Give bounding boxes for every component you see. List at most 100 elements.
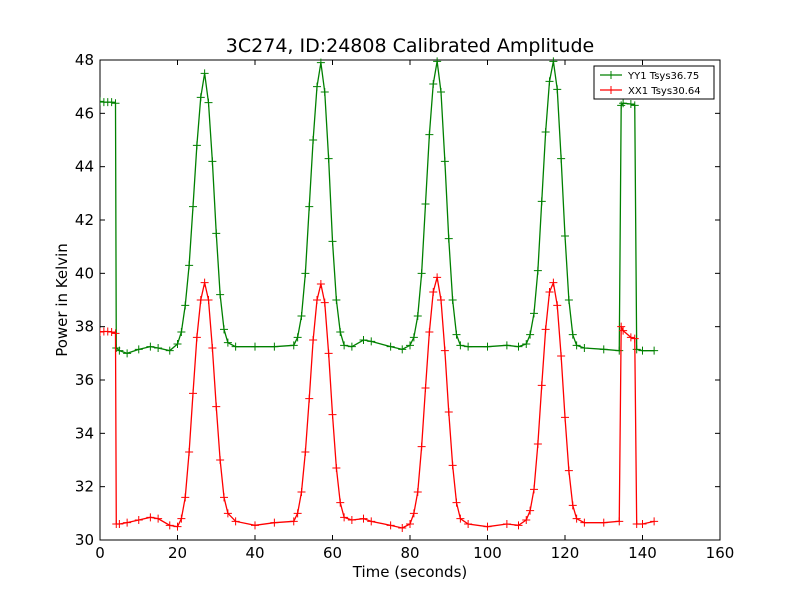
series-2 <box>100 273 659 532</box>
data-point <box>251 521 259 530</box>
data-point <box>533 440 542 448</box>
data-point <box>425 130 434 139</box>
data-point <box>580 518 589 527</box>
data-point <box>417 269 426 278</box>
data-point <box>483 522 492 531</box>
data-point <box>557 154 566 163</box>
chart-title: 3C274, ID:24808 Calibrated Amplitude <box>226 35 594 57</box>
data-point <box>522 340 531 348</box>
data-point <box>421 384 430 392</box>
data-point <box>251 342 259 351</box>
data-point <box>549 57 558 66</box>
data-point <box>316 280 325 288</box>
data-point <box>549 278 558 287</box>
data-point <box>437 296 445 304</box>
y-tick-label: 46 <box>75 104 94 122</box>
data-point <box>347 342 356 351</box>
data-point <box>289 517 298 526</box>
data-point <box>452 498 461 507</box>
data-point <box>638 346 647 355</box>
x-tick-label: 80 <box>400 544 419 562</box>
data-point <box>452 330 461 339</box>
data-point <box>526 506 535 515</box>
x-axis-label: Time (seconds) <box>352 563 468 581</box>
data-point <box>200 278 209 287</box>
data-point <box>615 346 624 355</box>
data-point <box>526 330 535 339</box>
data-point <box>409 509 418 518</box>
data-point <box>185 261 194 270</box>
data-point <box>599 345 608 354</box>
data-point <box>433 273 442 282</box>
data-point <box>189 202 197 211</box>
data-point <box>632 345 641 354</box>
data-point <box>177 514 186 523</box>
data-point <box>320 88 329 96</box>
data-point <box>289 341 298 350</box>
x-tick-label: 20 <box>168 544 187 562</box>
data-point <box>181 493 190 502</box>
data-point <box>212 229 221 238</box>
data-point <box>561 413 569 422</box>
data-point <box>336 328 345 336</box>
data-point <box>615 517 624 526</box>
data-point <box>107 328 116 336</box>
data-point <box>189 389 197 398</box>
data-point <box>196 93 205 102</box>
data-point <box>456 341 465 350</box>
x-tick-label: 0 <box>95 544 105 562</box>
data-point <box>564 296 573 304</box>
data-point <box>340 341 349 350</box>
data-point <box>572 341 581 350</box>
data-point <box>440 346 449 355</box>
data-point <box>448 461 457 470</box>
data-point <box>154 514 163 523</box>
data-point <box>545 288 554 296</box>
data-point <box>464 342 473 351</box>
data-point <box>530 485 538 494</box>
data-point <box>316 58 325 67</box>
data-point <box>231 342 240 351</box>
data-point <box>617 322 626 331</box>
data-point <box>514 521 523 530</box>
data-point <box>367 517 376 526</box>
data-point <box>313 296 321 304</box>
data-point <box>425 328 434 336</box>
data-point <box>301 448 310 456</box>
data-point <box>568 330 577 339</box>
data-point <box>313 82 321 91</box>
data-point <box>270 342 279 351</box>
data-point <box>115 520 124 528</box>
data-point <box>541 325 550 334</box>
data-point <box>537 197 546 206</box>
data-point <box>564 466 573 475</box>
data-point <box>123 349 132 358</box>
legend-entry-label: XX1 Tsys30.64 <box>628 86 701 97</box>
data-point <box>100 328 104 336</box>
data-point <box>367 337 376 346</box>
data-point <box>553 301 562 310</box>
data-point <box>557 352 566 360</box>
y-tick-label: 44 <box>75 158 94 176</box>
data-point <box>208 344 217 352</box>
data-point <box>429 288 438 296</box>
data-point <box>107 98 116 107</box>
y-tick-label: 34 <box>75 424 94 442</box>
data-point <box>181 301 190 310</box>
x-tick-label: 160 <box>706 544 735 562</box>
data-point <box>216 290 225 299</box>
data-point <box>530 309 538 318</box>
data-point <box>192 333 201 342</box>
data-point <box>223 338 232 347</box>
y-tick-label: 38 <box>75 318 94 336</box>
data-point <box>154 344 163 352</box>
data-point <box>448 296 457 304</box>
data-point <box>177 328 186 336</box>
data-point <box>386 342 395 351</box>
data-point <box>421 200 430 208</box>
data-point <box>398 524 407 532</box>
x-tick-label: 40 <box>245 544 264 562</box>
data-point <box>309 336 318 344</box>
data-point <box>617 101 626 110</box>
